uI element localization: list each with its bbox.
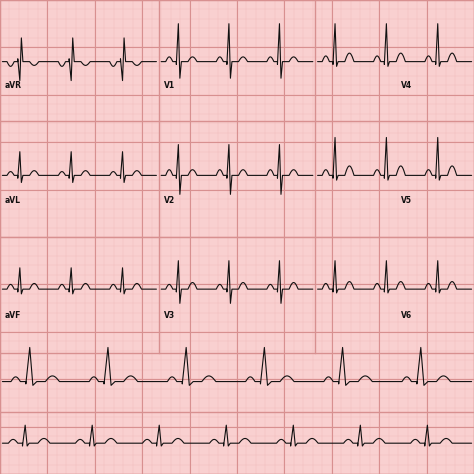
Text: V5: V5 xyxy=(401,196,411,205)
Text: V3: V3 xyxy=(164,310,174,319)
Text: V6: V6 xyxy=(401,310,411,319)
Text: V1: V1 xyxy=(164,81,174,90)
Text: aVL: aVL xyxy=(5,196,21,205)
Text: V4: V4 xyxy=(401,81,411,90)
Text: aVF: aVF xyxy=(5,310,21,319)
Text: V2: V2 xyxy=(164,196,174,205)
Text: aVR: aVR xyxy=(5,81,22,90)
